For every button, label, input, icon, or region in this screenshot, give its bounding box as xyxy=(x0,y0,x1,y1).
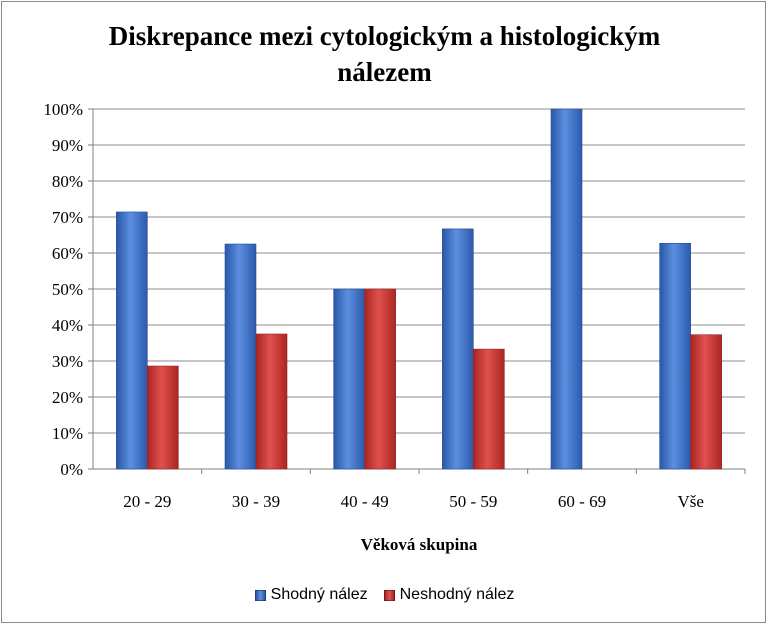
x-axis-title: Věková skupina xyxy=(361,535,478,554)
bar-shodny xyxy=(224,243,257,470)
bar-shodny xyxy=(333,288,365,470)
bar-neshodny xyxy=(255,333,288,470)
legend-swatch-red xyxy=(383,589,395,601)
x-tick-label: Vše xyxy=(677,492,703,511)
y-tick-label: 90% xyxy=(52,136,83,155)
y-tick-label: 40% xyxy=(52,316,83,335)
x-axis-ticks: 20 - 29 30 - 39 40 - 49 50 - 59 60 - 69 Vše xyxy=(123,492,704,511)
chart-title-line-1: Diskrepance mezi cytologickým a histolog… xyxy=(108,21,661,51)
legend-item-shodny: Shodný nález xyxy=(254,586,368,604)
y-tick-label: 100% xyxy=(43,100,83,119)
chart-title-line-2: nálezem xyxy=(337,57,432,87)
y-tick-label: 80% xyxy=(52,172,83,191)
bar-shodny xyxy=(116,211,148,470)
y-tick-label: 50% xyxy=(52,280,83,299)
bar-neshodny xyxy=(473,348,505,470)
y-axis-ticks: 0% 10% 20% 30% 40% 50% 60% 70% 80% 90% 100% xyxy=(43,100,83,479)
bar-neshodny xyxy=(690,334,722,470)
y-tick-label: 70% xyxy=(52,208,83,227)
chart-title: Diskrepance mezi cytologickým a histolog… xyxy=(0,18,769,90)
y-tick-label: 0% xyxy=(60,460,83,479)
gridlines xyxy=(88,108,746,474)
x-tick-label: 60 - 69 xyxy=(558,492,606,511)
y-tick-label: 20% xyxy=(52,388,83,407)
y-tick-label: 30% xyxy=(52,352,83,371)
legend-item-neshodny: Neshodný nález xyxy=(383,586,515,604)
legend-swatch-blue xyxy=(254,589,266,601)
x-tick-label: 50 - 59 xyxy=(449,492,497,511)
legend: Shodný nález Neshodný nález xyxy=(0,586,769,604)
legend-label-neshodny: Neshodný nález xyxy=(399,586,515,603)
bar-shodny xyxy=(550,108,583,470)
bar-shodny xyxy=(659,242,691,470)
x-tick-label: 30 - 39 xyxy=(232,492,280,511)
x-tick-label: 40 - 49 xyxy=(341,492,389,511)
bar-shodny xyxy=(442,228,474,470)
bar-neshodny xyxy=(364,288,396,470)
bars xyxy=(116,108,722,470)
x-tick-label: 20 - 29 xyxy=(123,492,171,511)
y-tick-label: 10% xyxy=(52,424,83,443)
y-tick-label: 60% xyxy=(52,244,83,263)
legend-label-shodny: Shodný nález xyxy=(270,586,368,603)
bar-neshodny xyxy=(147,365,179,470)
